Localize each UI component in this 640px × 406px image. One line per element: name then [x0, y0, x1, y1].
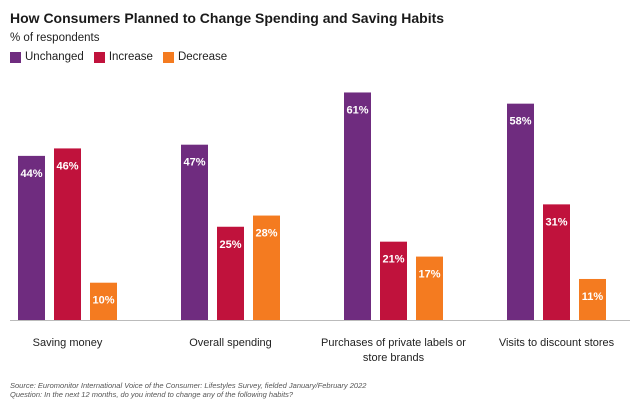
- source-text: Source: Euromonitor International Voice …: [10, 381, 367, 390]
- data-label: 47%: [183, 157, 205, 169]
- legend-item-increase: Increase: [93, 51, 153, 63]
- data-label: 10%: [92, 295, 114, 307]
- bar-unchanged-3: [507, 103, 534, 320]
- bar-decrease-2: [416, 256, 443, 320]
- legend-label: Decrease: [177, 51, 228, 63]
- data-label: 31%: [545, 216, 567, 228]
- bar-unchanged-2: [344, 92, 371, 320]
- x-tick-label: Overall spending: [189, 337, 272, 349]
- data-label: 28%: [255, 228, 277, 240]
- legend-item-unchanged: Unchanged: [10, 51, 84, 63]
- legend-swatch: [93, 51, 105, 63]
- x-tick-label: Visits to discount stores: [499, 337, 615, 349]
- bar-decrease-1: [253, 215, 280, 320]
- chart-subtitle: % of respondents: [10, 32, 100, 44]
- legend-label: Unchanged: [25, 51, 84, 63]
- bar-decrease-0: [90, 282, 117, 320]
- legend: Unchanged Increase Decrease: [10, 51, 227, 63]
- data-label: 21%: [382, 254, 404, 266]
- source-note: Source: Euromonitor International Voice …: [10, 381, 366, 399]
- x-tick-label: Purchases of private labels or: [321, 337, 466, 349]
- bar-increase-2: [380, 241, 407, 320]
- data-label: 17%: [418, 269, 440, 281]
- legend-swatch: [162, 51, 174, 63]
- data-label: 44%: [20, 168, 42, 180]
- data-label: 46%: [56, 160, 78, 172]
- data-label: 11%: [582, 291, 604, 303]
- legend-swatch: [10, 51, 21, 63]
- bar-unchanged-0: [18, 155, 45, 320]
- question-text: Question: In the next 12 months, do you …: [10, 390, 294, 399]
- bar-unchanged-1: [181, 144, 208, 320]
- x-tick-label: Saving money: [33, 337, 103, 349]
- legend-item-decrease: Decrease: [162, 51, 228, 63]
- bar-decrease-3: [579, 278, 606, 320]
- bar-increase-0: [54, 148, 81, 320]
- data-label: 25%: [219, 239, 241, 251]
- data-label: 58%: [509, 116, 531, 128]
- x-tick-label: store brands: [363, 352, 425, 364]
- data-label: 61%: [346, 104, 368, 116]
- bar-increase-1: [217, 226, 244, 320]
- chart-title: How Consumers Planned to Change Spending…: [10, 10, 445, 26]
- legend-label: Increase: [108, 51, 153, 63]
- bar-increase-3: [543, 204, 570, 320]
